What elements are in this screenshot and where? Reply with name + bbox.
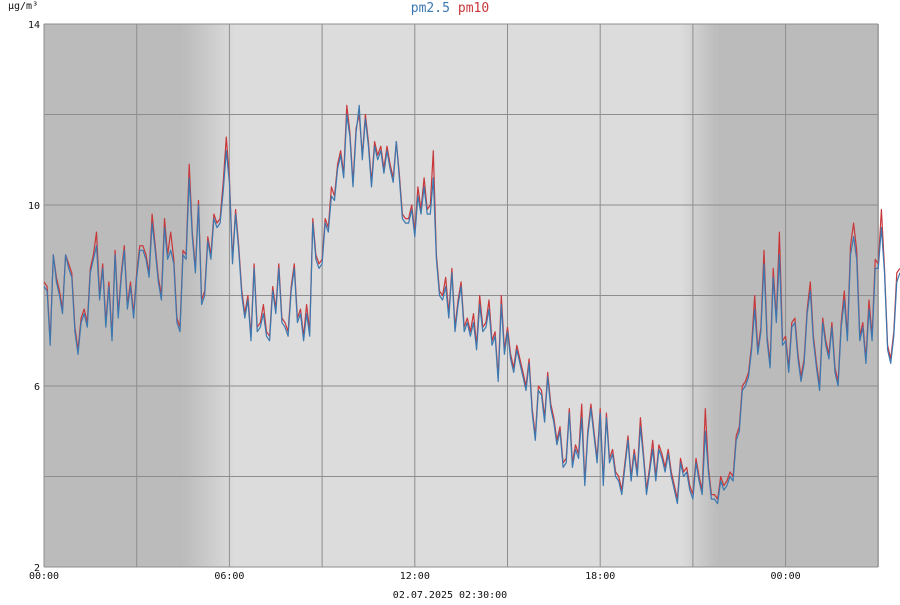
chart-title: pm2.5 pm10 [411,1,489,16]
grid-lines [43,23,879,568]
legend-pm10: pm10 [458,1,489,16]
axis-labels: 2 6 10 14 00:00 06:00 12:00 18:00 00:00 [28,20,801,582]
series-lines [43,104,900,505]
x-tick-label: 00:00 [29,571,59,582]
y-tick-label: 14 [28,20,40,31]
y-unit-label: µg/m³ [8,1,38,12]
y-tick-label: 2 [34,563,40,574]
y-tick-label: 10 [28,201,40,212]
x-tick-label: 06:00 [214,571,244,582]
y-tick-label: 6 [34,382,40,393]
x-tick-label: 18:00 [585,571,615,582]
x-tick-label: 12:00 [400,571,430,582]
series-line-pm25 [43,104,900,505]
timestamp-footer: 02.07.2025 02:30:00 [393,590,507,600]
legend-pm25: pm2.5 [411,1,450,16]
x-tick-label: 00:00 [771,571,801,582]
